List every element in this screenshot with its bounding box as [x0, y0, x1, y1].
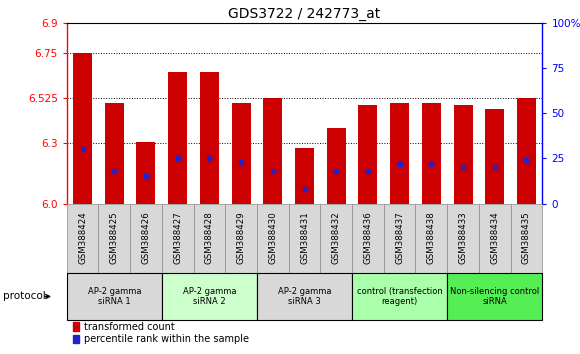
- Text: percentile rank within the sample: percentile rank within the sample: [84, 334, 248, 344]
- Text: GSM388432: GSM388432: [332, 212, 340, 264]
- Text: GSM388431: GSM388431: [300, 212, 309, 264]
- Bar: [422, 103, 441, 204]
- Text: GSM388438: GSM388438: [427, 212, 436, 264]
- Bar: [136, 142, 155, 204]
- Text: control (transfection
reagent): control (transfection reagent): [357, 287, 443, 306]
- Text: transformed count: transformed count: [84, 321, 174, 332]
- Bar: [73, 53, 92, 204]
- Text: GSM388434: GSM388434: [490, 212, 499, 264]
- Text: GSM388428: GSM388428: [205, 212, 214, 264]
- Bar: [295, 148, 314, 204]
- Bar: [231, 103, 251, 204]
- Bar: [168, 72, 187, 204]
- Text: protocol: protocol: [3, 291, 46, 302]
- Bar: [200, 72, 219, 204]
- Text: AP-2 gamma
siRNA 3: AP-2 gamma siRNA 3: [278, 287, 331, 306]
- Text: AP-2 gamma
siRNA 1: AP-2 gamma siRNA 1: [88, 287, 141, 306]
- Text: GSM388425: GSM388425: [110, 212, 119, 264]
- Bar: [358, 105, 378, 204]
- Text: Non-silencing control
siRNA: Non-silencing control siRNA: [450, 287, 539, 306]
- Bar: [105, 103, 124, 204]
- Bar: [390, 103, 409, 204]
- Text: GSM388427: GSM388427: [173, 212, 182, 264]
- Bar: [517, 98, 536, 204]
- Bar: [454, 105, 473, 204]
- Text: GSM388424: GSM388424: [78, 212, 87, 264]
- Bar: [485, 109, 504, 204]
- Title: GDS3722 / 242773_at: GDS3722 / 242773_at: [229, 7, 380, 21]
- Text: GSM388433: GSM388433: [459, 212, 467, 264]
- Text: GSM388437: GSM388437: [395, 212, 404, 264]
- Bar: [327, 128, 346, 204]
- Text: GSM388436: GSM388436: [364, 212, 372, 264]
- Text: GSM388426: GSM388426: [142, 212, 150, 264]
- Text: GSM388435: GSM388435: [522, 212, 531, 264]
- Text: GSM388430: GSM388430: [269, 212, 277, 264]
- Bar: [263, 98, 282, 204]
- Text: AP-2 gamma
siRNA 2: AP-2 gamma siRNA 2: [183, 287, 236, 306]
- Text: GSM388429: GSM388429: [237, 212, 245, 264]
